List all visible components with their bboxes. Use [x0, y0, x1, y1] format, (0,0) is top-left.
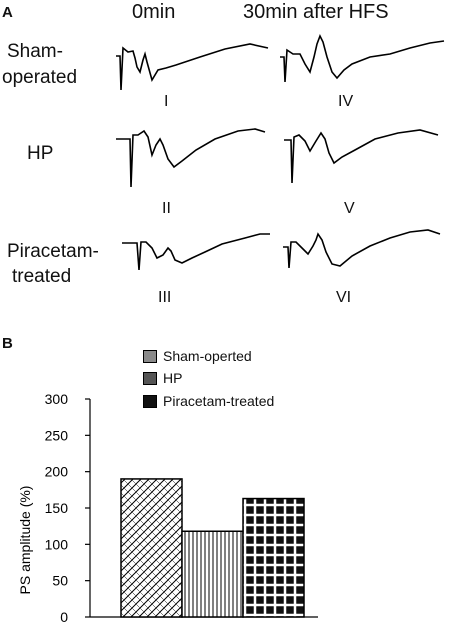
legend-label-hp: HP	[163, 370, 183, 386]
y-tick-label: 0	[60, 609, 68, 625]
row-label-sham-line2: operated	[2, 67, 78, 88]
y-tick-label: 50	[52, 573, 68, 589]
y-tick-label: 150	[45, 500, 69, 516]
legend-item-piracetam: Piracetam-treated	[143, 393, 274, 409]
trace-hp-30min	[284, 129, 439, 184]
trace-piracetam-30min	[283, 229, 441, 269]
panel-a-label: A	[2, 4, 13, 21]
trace-label-V: V	[344, 200, 355, 217]
ps-amplitude-bar-chart: PS amplitude (%) 0 50 100 150 200 250 300	[17, 391, 318, 625]
row-label-hp: HP	[27, 143, 54, 164]
bar-sham	[120, 478, 183, 618]
legend-item-sham: Sham-operted	[143, 348, 252, 364]
column-header-0min: 0min	[132, 1, 176, 23]
trace-label-II: II	[162, 200, 171, 217]
trace-hp-0min	[116, 128, 266, 188]
legend-label-sham: Sham-operted	[163, 348, 252, 364]
y-tick-label: 100	[45, 536, 69, 552]
trace-label-III: III	[158, 289, 172, 306]
trace-sham-30min	[280, 34, 445, 83]
trace-label-VI: VI	[336, 289, 352, 306]
y-tick-label: 300	[45, 391, 69, 407]
legend-item-hp: HP	[143, 370, 182, 386]
legend-swatch-sham	[143, 349, 157, 363]
legend-swatch-piracetam	[143, 394, 157, 408]
trace-piracetam-0min	[122, 233, 270, 271]
y-tick-label: 250	[45, 427, 69, 443]
y-axis-label: PS amplitude (%)	[17, 486, 33, 595]
bar-hp	[181, 530, 244, 618]
legend-swatch-hp	[143, 371, 157, 385]
row-label-sham-line1: Sham-	[7, 41, 63, 62]
trace-label-I: I	[164, 93, 169, 110]
row-label-piracetam-line1: Piracetam-	[7, 241, 99, 262]
y-tick-label: 200	[45, 464, 69, 480]
panel-b-label: B	[2, 335, 13, 352]
legend-label-piracetam: Piracetam-treated	[163, 393, 275, 409]
row-label-piracetam-line2: treated	[12, 266, 72, 287]
trace-label-IV: IV	[338, 93, 354, 110]
trace-sham-0min	[116, 43, 269, 91]
bar-piracetam	[242, 497, 305, 618]
column-header-30min: 30min after HFS	[243, 1, 389, 23]
